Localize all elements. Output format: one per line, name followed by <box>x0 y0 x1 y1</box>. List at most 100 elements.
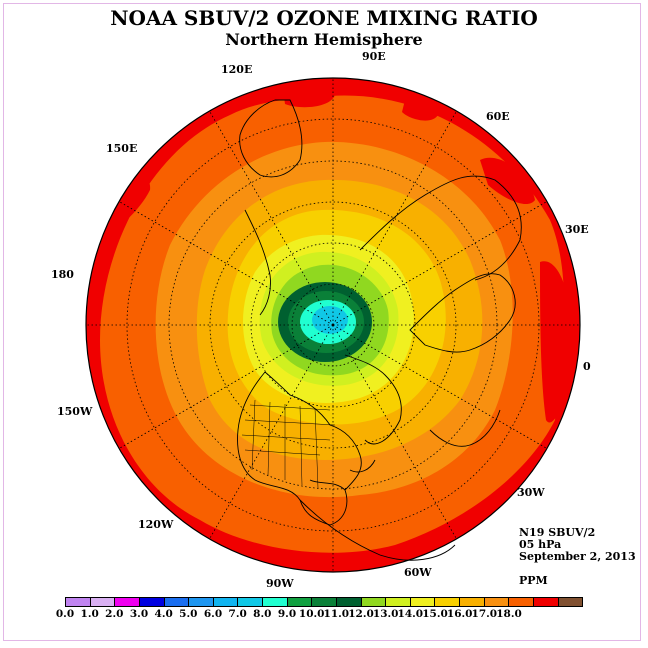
longitude-label-30w: 30W <box>517 486 545 499</box>
colorbar-swatch <box>410 598 436 606</box>
colorbar-tick-label: 11.0 <box>323 608 350 620</box>
graticule <box>85 77 581 573</box>
colorbar-swatch <box>238 598 263 606</box>
colorbar-tick-label: 4.0 <box>154 608 173 620</box>
state-border <box>241 434 331 441</box>
colorbar-swatch <box>509 598 534 606</box>
pressure-level-label: 05 hPa <box>519 538 562 551</box>
product-info: N19 SBUV/2 05 hPa September 2, 2013 <box>519 527 636 563</box>
max-patch-75e <box>402 96 439 121</box>
lat-circle-15 <box>126 118 540 532</box>
colorbar-tick-label: 2.0 <box>105 608 124 620</box>
longitude-label-30e: 30E <box>565 223 589 236</box>
colorbar-swatch <box>484 598 510 606</box>
max-patch-50e <box>480 157 535 205</box>
colorbar-swatch <box>263 598 288 606</box>
colorbar-tick-label: 9.0 <box>277 608 297 620</box>
colorbar-swatch <box>361 598 387 606</box>
state-borders <box>241 399 336 489</box>
colorbar-tick-label: 17.0 <box>471 608 498 620</box>
meridian-line <box>209 324 334 540</box>
colorbar-tick-label: 8.0 <box>253 608 272 620</box>
meridian-line <box>118 324 334 449</box>
longitude-label-180: 180 <box>51 268 74 281</box>
gulf-coast <box>309 459 376 491</box>
meridian-line <box>332 324 457 540</box>
max-patch-15e <box>540 261 573 423</box>
max-patch-120e <box>283 82 335 108</box>
colorbar-tick-label: 16.0 <box>446 608 473 620</box>
longitude-label-150e: 150E <box>106 142 138 155</box>
alaska-coast <box>244 209 271 316</box>
colorbar-tick-label: 13.0 <box>372 608 399 620</box>
colorbar-tick-label: 10.0 <box>298 608 325 620</box>
longitude-label-90w: 90W <box>266 577 294 590</box>
map-border <box>85 77 581 573</box>
longitude-label-150w: 150W <box>57 405 93 418</box>
state-border <box>244 419 336 426</box>
plot-frame <box>3 3 641 641</box>
map-subtitle: Northern Hemisphere <box>225 30 423 49</box>
meridian-line <box>332 324 548 449</box>
longitude-label-60e: 60E <box>486 110 510 123</box>
colorbar-tick-label: 18.0 <box>496 608 522 620</box>
state-border <box>267 401 271 476</box>
colorbar-swatch <box>66 598 91 606</box>
colorbar-tick-label: 6.0 <box>203 608 223 620</box>
meridian-line <box>209 110 334 326</box>
colorbar-tick-label: 0.0 <box>55 608 75 620</box>
colorbar-tick-label: 15.0 <box>422 608 448 620</box>
state-border <box>251 399 256 471</box>
colorbar-swatch <box>336 598 362 606</box>
greenland-coast <box>344 354 402 445</box>
meridian-line <box>332 201 548 326</box>
colorbar <box>65 597 583 607</box>
colorbar-swatch <box>312 598 337 606</box>
colorbar-tick-label: 1.0 <box>80 608 99 620</box>
europe-coast <box>409 273 516 353</box>
date-label: September 2, 2013 <box>519 550 636 563</box>
asia-coast-west <box>359 175 522 281</box>
colorbar-swatch <box>533 598 559 606</box>
longitude-label-120e: 120E <box>221 63 253 76</box>
state-border <box>314 407 319 489</box>
lat-circle-45 <box>209 201 457 449</box>
asia-coast-east <box>239 99 303 178</box>
state-border <box>244 449 321 456</box>
coastlines <box>237 99 522 561</box>
meridian-lines <box>86 78 580 572</box>
colorbar-tick-label: 7.0 <box>228 608 247 620</box>
colorbar-swatch <box>164 598 190 606</box>
state-border <box>299 405 303 486</box>
meridian-line <box>332 110 457 326</box>
colorbar-swatch <box>213 598 239 606</box>
colorbar-ticks: 0.0 1.0 2.0 3.0 4.0 5.0 6.0 7.0 8.0 9.0 10.0 11.0 12… <box>0 608 648 624</box>
colorbar-tick-label: 12.0 <box>348 608 374 620</box>
longitude-label-120w: 120W <box>138 518 174 531</box>
contour-5-6 <box>312 306 348 334</box>
colorbar-swatch <box>435 598 460 606</box>
colorbar-swatch <box>90 598 116 606</box>
longitude-label-60w: 60W <box>404 566 432 579</box>
colorbar-tick-label: 5.0 <box>179 608 198 620</box>
colorbar-swatch <box>139 598 165 606</box>
africa-coast <box>429 409 501 447</box>
north-america-coast <box>237 371 362 526</box>
central-america-coast <box>299 499 456 561</box>
colorbar-swatch <box>558 598 583 606</box>
colorbar-swatch <box>386 598 411 606</box>
colorbar-swatch <box>189 598 214 606</box>
longitude-label-0: 0 <box>583 360 591 373</box>
longitude-label-90e: 90E <box>362 50 386 63</box>
meridian-line <box>118 201 334 326</box>
colorbar-tick-label: 14.0 <box>397 608 424 620</box>
state-border <box>249 404 331 411</box>
colorbar-swatch <box>115 598 140 606</box>
satellite-label: N19 SBUV/2 <box>519 526 596 539</box>
units-label: PPM <box>519 574 548 587</box>
colorbar-swatch <box>287 598 313 606</box>
colorbar-tick-label: 3.0 <box>129 608 149 620</box>
map-title: NOAA SBUV/2 OZONE MIXING RATIO <box>110 6 538 30</box>
colorbar-swatch <box>460 598 485 606</box>
